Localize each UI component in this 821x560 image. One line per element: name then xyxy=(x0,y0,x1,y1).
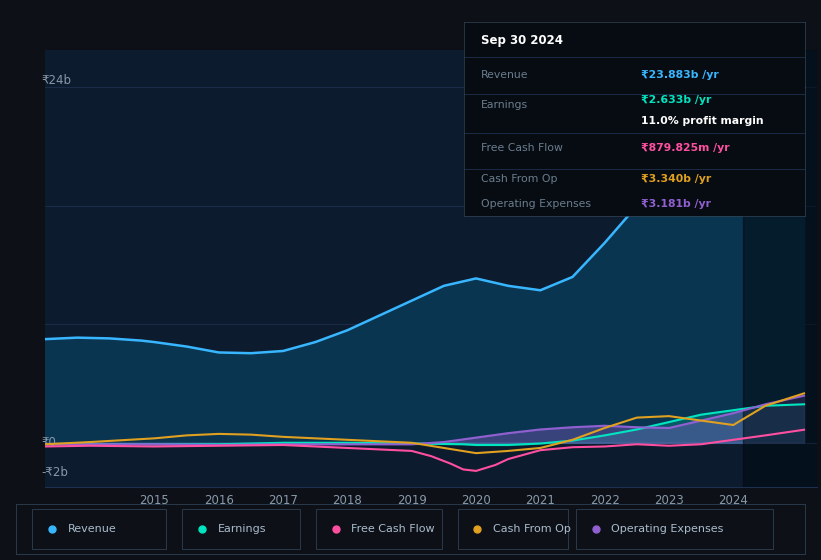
Text: Earnings: Earnings xyxy=(218,524,266,534)
Text: Revenue: Revenue xyxy=(67,524,117,534)
Text: ₹2.633b /yr: ₹2.633b /yr xyxy=(641,95,712,105)
Bar xyxy=(182,509,300,549)
Bar xyxy=(316,509,442,549)
Text: ₹24b: ₹24b xyxy=(41,74,71,87)
Text: ₹23.883b /yr: ₹23.883b /yr xyxy=(641,69,719,80)
Text: Cash From Op: Cash From Op xyxy=(481,174,557,184)
Bar xyxy=(458,509,568,549)
Text: Revenue: Revenue xyxy=(481,69,529,80)
Text: ₹3.340b /yr: ₹3.340b /yr xyxy=(641,174,711,184)
Text: Operating Expenses: Operating Expenses xyxy=(481,199,591,209)
Text: ₹879.825m /yr: ₹879.825m /yr xyxy=(641,143,730,153)
Text: -₹2b: -₹2b xyxy=(41,466,68,479)
Text: Earnings: Earnings xyxy=(481,100,528,110)
Bar xyxy=(32,509,166,549)
Bar xyxy=(743,50,817,487)
Text: 11.0% profit margin: 11.0% profit margin xyxy=(641,116,764,126)
Text: Sep 30 2024: Sep 30 2024 xyxy=(481,34,563,47)
Text: Operating Expenses: Operating Expenses xyxy=(612,524,724,534)
Text: ₹0: ₹0 xyxy=(41,436,56,449)
Text: Cash From Op: Cash From Op xyxy=(493,524,571,534)
Text: Free Cash Flow: Free Cash Flow xyxy=(351,524,435,534)
Text: Free Cash Flow: Free Cash Flow xyxy=(481,143,562,153)
Bar xyxy=(576,509,773,549)
Text: ₹3.181b /yr: ₹3.181b /yr xyxy=(641,199,711,209)
